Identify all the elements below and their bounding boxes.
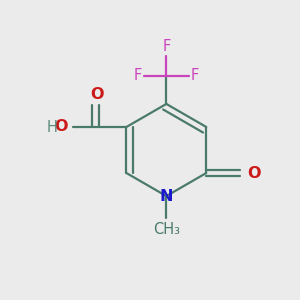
Text: O: O	[54, 119, 68, 134]
Text: F: F	[162, 39, 170, 54]
Text: O: O	[90, 87, 104, 102]
Text: O: O	[247, 166, 260, 181]
Text: H: H	[46, 120, 58, 135]
Text: N: N	[160, 189, 173, 204]
Text: CH₃: CH₃	[153, 222, 180, 237]
Text: F: F	[134, 68, 142, 83]
Text: F: F	[191, 68, 199, 83]
